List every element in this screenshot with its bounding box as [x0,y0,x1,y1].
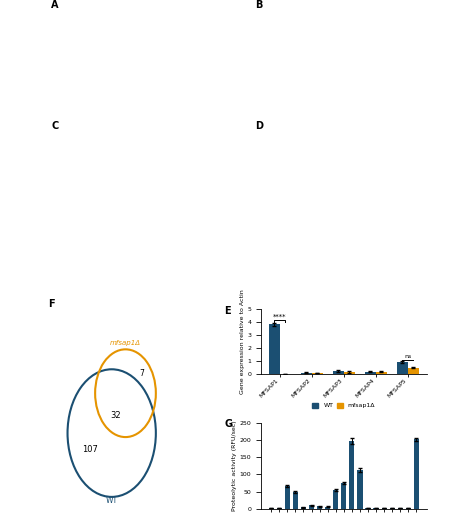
Legend: WT, mfsap1Δ: WT, mfsap1Δ [310,400,378,411]
Bar [269,508,274,509]
Bar [408,368,419,374]
Text: C: C [51,121,58,131]
Bar [325,507,330,509]
Bar [406,508,411,509]
Bar [390,508,395,509]
Bar [397,362,408,374]
Bar [365,508,371,509]
Bar [374,508,379,509]
Text: ****: **** [273,314,286,320]
Text: A: A [51,0,59,10]
Bar [309,505,314,509]
Bar [414,439,419,509]
Text: 7: 7 [140,369,145,378]
Bar [277,508,282,509]
Text: B: B [255,0,263,10]
Bar [344,372,355,374]
Bar [333,490,338,509]
Text: F: F [48,300,55,309]
Bar [269,324,280,374]
Text: ns: ns [404,354,411,359]
Text: WT: WT [106,496,118,505]
Bar [398,508,403,509]
Bar [317,506,322,509]
Y-axis label: Gene expression relative to Actin: Gene expression relative to Actin [239,289,245,394]
Text: mfsap1Δ: mfsap1Δ [110,340,141,346]
Bar [285,486,290,509]
Y-axis label: Proteolytic activity (RFU/sec): Proteolytic activity (RFU/sec) [232,420,237,511]
Bar [382,508,387,509]
Bar [376,372,387,374]
Bar [365,372,376,374]
Bar [333,371,344,374]
Bar [312,373,323,374]
Bar [349,440,355,509]
Bar [301,373,312,374]
Text: D: D [255,121,263,131]
Text: G: G [225,418,233,429]
Bar [341,483,346,509]
Bar [357,470,363,509]
Text: 107: 107 [82,445,98,453]
Text: 32: 32 [110,411,121,419]
Text: E: E [225,306,231,316]
Bar [301,507,306,509]
Bar [293,492,298,509]
